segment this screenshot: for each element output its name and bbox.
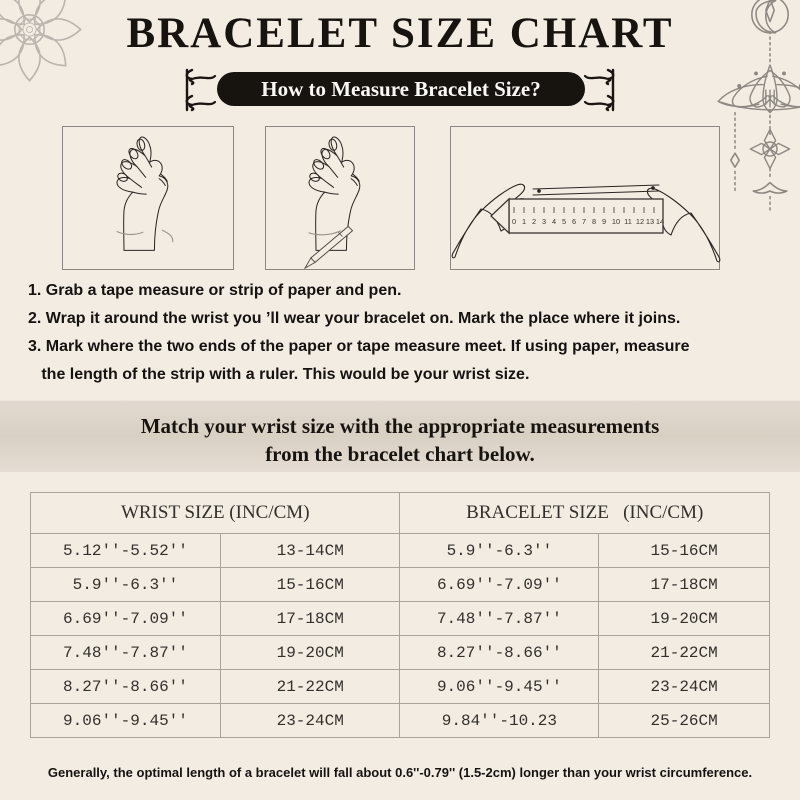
svg-text:0: 0: [512, 217, 516, 226]
svg-text:11: 11: [624, 217, 632, 226]
svg-text:13: 13: [646, 217, 654, 226]
svg-text:4: 4: [552, 217, 556, 226]
svg-text:14: 14: [656, 217, 664, 226]
svg-text:7: 7: [582, 217, 586, 226]
svg-text:8: 8: [592, 217, 596, 226]
svg-text:1: 1: [522, 217, 526, 226]
svg-text:5: 5: [562, 217, 566, 226]
svg-text:6: 6: [572, 217, 576, 226]
svg-text:10: 10: [612, 217, 620, 226]
svg-text:3: 3: [542, 217, 546, 226]
svg-text:9: 9: [602, 217, 606, 226]
svg-text:2: 2: [532, 217, 536, 226]
svg-text:12: 12: [636, 217, 644, 226]
